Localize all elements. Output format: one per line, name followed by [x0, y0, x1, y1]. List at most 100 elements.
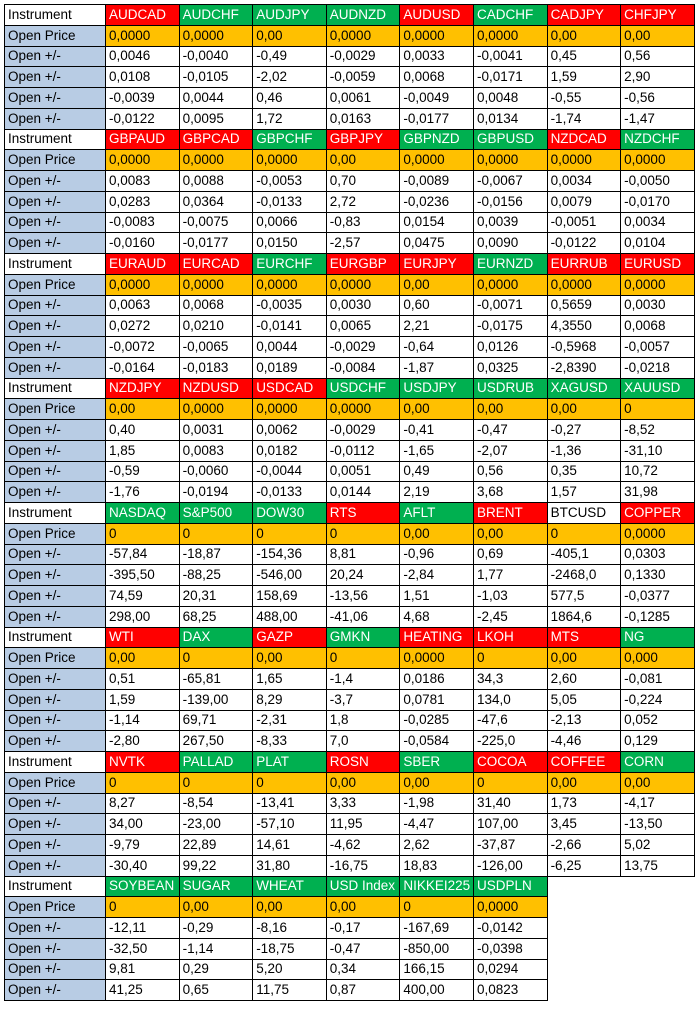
open-delta-row: Open +/- 0,0046 -0,0040 -0,49 -0,0029 0,0033-… — [4, 45, 695, 68]
row-label-instrument: Instrument — [4, 626, 106, 649]
open-delta-cell: -1,74 — [546, 107, 622, 130]
open-delta-cell: -0,0029 — [325, 336, 401, 358]
open-delta-cell: -0,0122 — [105, 107, 180, 130]
instrument-name-cell: SOYBEAN — [105, 875, 180, 898]
instrument-name-cell: SUGAR — [178, 875, 254, 898]
open-delta-row: Open +/- 34,00 -23,00 -57,10 11,95 -4,47 107,0… — [4, 813, 695, 835]
instrument-name-cell: EURCAD — [178, 253, 254, 275]
open-delta-cell: 0,0030 — [325, 294, 401, 317]
open-price-row: Open Price 0 0 0 0,00 0,00 0 0,00 0,00 — [4, 771, 695, 794]
open-price-cell: 0,00 — [105, 398, 180, 420]
open-delta-cell: 0,0044 — [178, 87, 254, 109]
open-delta-cell: -2,07 — [472, 439, 548, 462]
open-price-cell: 0,0000 — [472, 24, 548, 47]
open-delta-cell: -8,16 — [252, 917, 327, 939]
open-price-cell: 0,00 — [472, 522, 548, 545]
open-delta-cell: -0,0112 — [325, 439, 401, 462]
open-delta-cell: -37,87 — [472, 834, 548, 856]
row-label-instrument: Instrument — [4, 253, 106, 275]
instrument-name-cell: SBER — [399, 751, 474, 773]
open-price-cell: 0,0000 — [178, 273, 254, 296]
open-delta-row: Open +/- 0,40 0,0031 0,0062 -0,0029 -0,41 -0,4… — [4, 419, 695, 441]
open-delta-cell: -18,75 — [252, 937, 327, 960]
open-delta-cell: -0,0060 — [178, 460, 254, 483]
open-delta-cell: -546,00 — [252, 564, 327, 586]
open-delta-cell: -0,0084 — [325, 356, 401, 379]
open-delta-cell: -3,7 — [325, 688, 401, 711]
open-delta-cell: -0,0051 — [546, 211, 622, 234]
open-delta-cell: 0,0088 — [178, 170, 254, 192]
open-delta-cell: 0,0034 — [546, 170, 622, 192]
open-price-cell: 0,00 — [325, 771, 401, 794]
open-delta-cell: 0,0083 — [178, 439, 254, 462]
open-delta-cell: 0,052 — [620, 709, 695, 732]
open-delta-cell: -88,25 — [178, 564, 254, 586]
instrument-name-cell: AUDJPY — [252, 4, 327, 26]
instrument-name-cell: NIKKEI225 — [399, 875, 474, 898]
open-delta-cell: -4,62 — [325, 834, 401, 856]
open-delta-cell: 0,87 — [325, 979, 401, 1001]
instrument-name-cell: NVTK — [105, 751, 180, 773]
open-delta-cell: 8,27 — [105, 792, 180, 815]
open-price-cell: 0,0000 — [399, 647, 474, 669]
open-delta-cell: -0,0029 — [325, 45, 401, 68]
open-delta-cell: 4,68 — [399, 605, 474, 628]
open-delta-cell: 0,0154 — [399, 211, 474, 234]
open-delta-cell: -32,50 — [105, 937, 180, 960]
open-delta-cell: -0,0142 — [472, 917, 548, 939]
instrument-name-cell: XAUUSD — [620, 377, 695, 400]
open-delta-cell: 99,22 — [178, 854, 254, 877]
instrument-name-cell: NASDAQ — [105, 502, 180, 524]
open-price-cell: 0,00 — [252, 24, 327, 47]
open-delta-cell: 0,46 — [252, 87, 327, 109]
open-delta-cell: 0,34 — [325, 958, 401, 981]
open-delta-cell: 5,05 — [546, 688, 622, 711]
row-label-open-delta: Open +/- — [4, 605, 106, 628]
open-delta-row: Open +/- -12,11 -0,29 -8,16 -0,17 -167,69 -0,0… — [4, 917, 695, 939]
empty-cell — [547, 917, 621, 939]
open-delta-cell: 0,0063 — [105, 294, 180, 317]
open-delta-row: Open +/- 0,0283 0,0364 -0,0133 2,72 -0,0236 -0… — [4, 190, 695, 213]
row-label-open-delta: Open +/- — [4, 917, 106, 939]
instrument-name-cell: USDCAD — [252, 377, 327, 400]
open-delta-cell: -0,47 — [325, 937, 401, 960]
row-label-open-delta: Open +/- — [4, 709, 106, 732]
open-delta-cell: 3,68 — [472, 481, 548, 503]
open-delta-row: Open +/- -0,0160 -0,0177 0,0150 -2,57 0,0475 0… — [4, 232, 695, 254]
instrument-name-cell: NZDCHF — [620, 128, 695, 151]
open-delta-row: Open +/- -30,40 99,22 31,80 -16,75 18,83 -126,… — [4, 854, 695, 877]
open-delta-cell: 74,59 — [105, 585, 180, 607]
instrument-name-cell: GBPCAD — [178, 128, 254, 151]
row-label-open-delta: Open +/- — [4, 668, 106, 690]
open-delta-cell: -0,0175 — [472, 315, 548, 337]
open-price-cell: 0,0000 — [472, 273, 548, 296]
open-delta-cell: 0,1330 — [620, 564, 695, 586]
open-delta-cell: 69,71 — [178, 709, 254, 732]
open-delta-row: Open +/- -0,0164 -0,0183 0,0189 -0,0084 -1,87… — [4, 356, 695, 379]
empty-cell — [620, 959, 695, 980]
open-delta-cell: -167,69 — [399, 917, 474, 939]
open-delta-cell: 18,83 — [399, 854, 474, 877]
open-delta-cell: -16,75 — [325, 854, 401, 877]
instrument-name-cell: USD Index — [325, 875, 401, 898]
open-delta-row: Open +/- 74,59 20,31 158,69 -13,56 1,51 -1,03 5… — [4, 585, 695, 607]
open-delta-cell: -2,45 — [472, 605, 548, 628]
open-delta-cell: 41,25 — [105, 979, 180, 1001]
open-delta-cell: -0,081 — [620, 668, 695, 690]
instrument-name-cell: COCOA — [472, 751, 548, 773]
open-delta-cell: -47,6 — [472, 709, 548, 732]
open-delta-cell: 0,35 — [546, 460, 622, 483]
open-delta-cell: -0,0177 — [399, 107, 474, 130]
row-label-open-delta: Open +/- — [4, 481, 106, 503]
row-label-open-delta: Open +/- — [4, 356, 106, 379]
open-price-cell: 0,0000 — [178, 398, 254, 420]
open-delta-row: Open +/- -9,79 22,89 14,61 -4,62 2,62 -37,87 -2… — [4, 834, 695, 856]
open-delta-cell: 22,89 — [178, 834, 254, 856]
open-delta-cell: 0,45 — [546, 45, 622, 68]
open-delta-cell: 34,3 — [472, 668, 548, 690]
open-delta-cell: 1,72 — [252, 107, 327, 130]
open-delta-row: Open +/- 41,25 0,65 11,75 0,87 400,00 0,0823 — [4, 979, 695, 1001]
instrument-header-row: Instrument NVTK PALLAD PLAT ROSN SBER COCOA COF… — [4, 751, 695, 773]
open-delta-row: Open +/- 0,0063 0,0068 -0,0035 0,0030 0,60 -0,… — [4, 294, 695, 317]
open-delta-cell: 11,75 — [252, 979, 327, 1001]
